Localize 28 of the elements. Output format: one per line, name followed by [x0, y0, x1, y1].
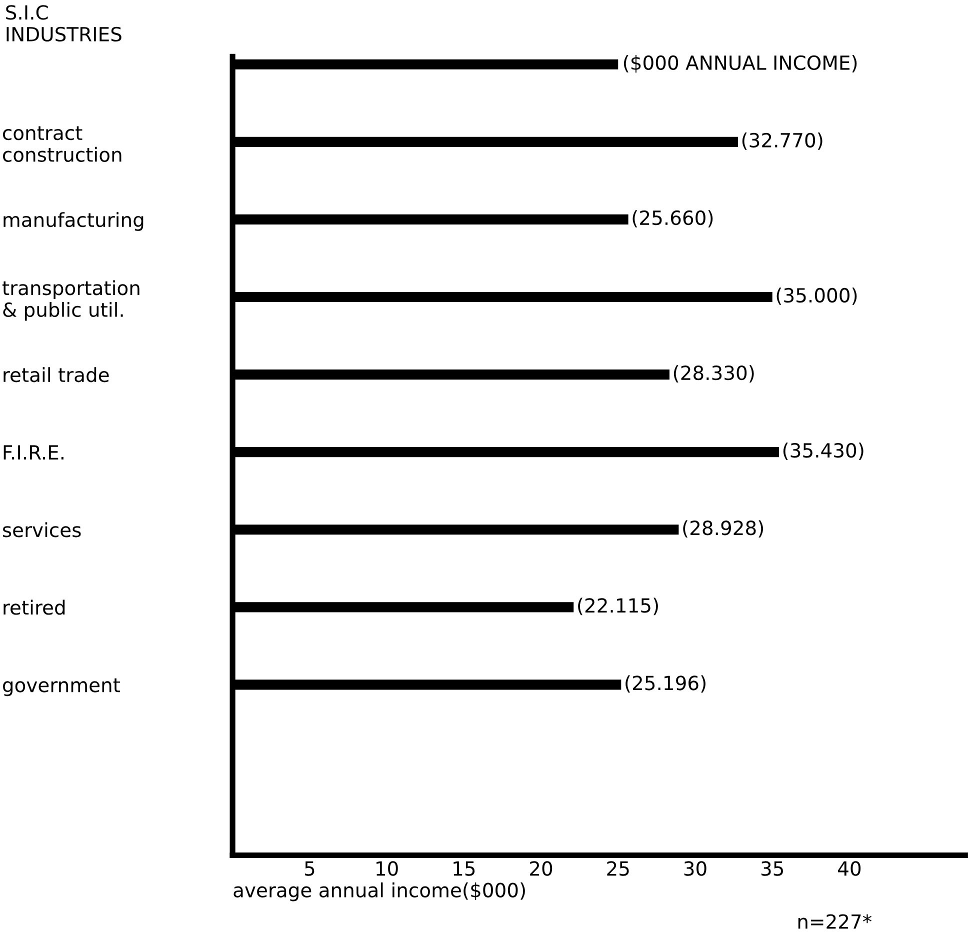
y-axis-title: S.I.C INDUSTRIES	[6, 5, 122, 42]
y-tick-label: retail trade	[4, 367, 109, 382]
data-label: (28.928)	[683, 520, 764, 538]
data-label: (28.330)	[674, 365, 754, 382]
x-tick-label: 5	[304, 861, 314, 876]
data-label: (25.196)	[626, 675, 706, 693]
x-tick-label: 35	[761, 861, 784, 876]
data-label: (35.000)	[776, 288, 857, 305]
data-label: (32.770)	[742, 132, 822, 150]
y-tick-label: services	[2, 522, 81, 538]
data-label: (25.660)	[632, 210, 713, 228]
x-tick-label: 20	[530, 861, 552, 876]
y-tick-label: government	[3, 678, 120, 696]
annotation: ($000 ANNUAL INCOME)	[624, 54, 857, 73]
y-tick-label: F.I.R.E.	[4, 445, 64, 460]
x-tick-label: 25	[607, 861, 629, 876]
y-tick-label: manufacturing	[4, 212, 144, 231]
data-label: (35.430)	[783, 442, 864, 460]
data-label: (22.115)	[578, 598, 658, 616]
x-axis-title: average annual income($000)	[234, 882, 525, 902]
x-tick-label: 40	[838, 861, 861, 876]
y-tick-label: retired	[4, 600, 65, 615]
x-tick-label: 10	[376, 861, 398, 876]
text: n=227*	[798, 914, 872, 929]
y-tick-label: transportation & public util.	[2, 280, 140, 321]
x-tick-label: 15	[454, 861, 475, 876]
x-tick-label: 30	[684, 861, 706, 876]
y-tick-label: contract construction	[3, 126, 122, 162]
